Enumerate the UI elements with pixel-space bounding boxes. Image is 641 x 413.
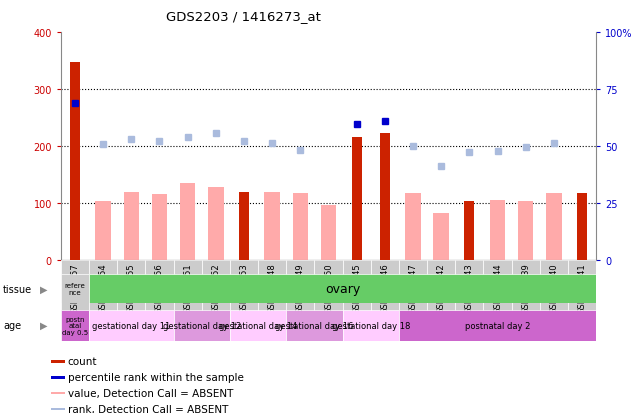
Bar <box>265 192 280 260</box>
Bar <box>465 202 474 260</box>
Bar <box>380 134 390 260</box>
Bar <box>370 260 399 316</box>
Bar <box>399 260 427 316</box>
Bar <box>208 188 224 260</box>
Text: GDS2203 / 1416273_at: GDS2203 / 1416273_at <box>166 10 321 23</box>
Text: GSM120848: GSM120848 <box>268 263 277 313</box>
Bar <box>117 260 146 316</box>
Text: GSM120847: GSM120847 <box>408 263 417 313</box>
Bar <box>568 260 596 316</box>
Bar <box>483 260 512 316</box>
Bar <box>174 310 230 341</box>
Bar <box>287 260 315 316</box>
Text: value, Detection Call = ABSENT: value, Detection Call = ABSENT <box>67 388 233 398</box>
Bar <box>540 260 568 316</box>
Text: count: count <box>67 356 97 366</box>
Text: GSM120849: GSM120849 <box>296 263 305 313</box>
Text: tissue: tissue <box>3 284 32 294</box>
Text: gestational day 14: gestational day 14 <box>219 321 297 330</box>
Text: GSM120839: GSM120839 <box>521 263 530 313</box>
Bar <box>577 193 587 260</box>
Text: GSM120851: GSM120851 <box>183 263 192 313</box>
Bar <box>427 260 455 316</box>
Bar <box>124 192 139 260</box>
Text: GSM120845: GSM120845 <box>352 263 361 313</box>
Bar <box>70 63 80 260</box>
Bar <box>96 202 111 260</box>
Bar <box>180 183 196 260</box>
Bar <box>512 260 540 316</box>
Bar <box>89 310 174 341</box>
Text: GSM120852: GSM120852 <box>212 263 221 313</box>
Bar <box>61 260 89 316</box>
Text: GSM120856: GSM120856 <box>155 263 164 313</box>
Bar <box>258 260 287 316</box>
Text: gestational day 12: gestational day 12 <box>163 321 241 330</box>
Text: postn
atal
day 0.5: postn atal day 0.5 <box>62 316 88 335</box>
Text: GSM120842: GSM120842 <box>437 263 445 313</box>
Bar <box>174 260 202 316</box>
Bar <box>320 205 337 260</box>
Bar <box>51 360 65 363</box>
Bar <box>292 193 308 260</box>
Bar <box>546 193 562 260</box>
Bar <box>490 201 505 260</box>
Text: GSM120844: GSM120844 <box>493 263 502 313</box>
Bar <box>51 392 65 394</box>
Bar <box>518 202 533 260</box>
Text: percentile rank within the sample: percentile rank within the sample <box>67 373 244 382</box>
Text: ▶: ▶ <box>40 284 47 294</box>
Bar <box>61 275 89 304</box>
Bar <box>433 214 449 260</box>
Bar <box>230 310 287 341</box>
Text: gestational day 16: gestational day 16 <box>275 321 354 330</box>
Text: GSM120855: GSM120855 <box>127 263 136 313</box>
Bar <box>352 138 362 260</box>
Bar <box>230 260 258 316</box>
Text: GSM120841: GSM120841 <box>578 263 587 313</box>
Text: ovary: ovary <box>325 282 360 296</box>
Bar <box>239 192 249 260</box>
Text: GSM120854: GSM120854 <box>99 263 108 313</box>
Text: GSM120843: GSM120843 <box>465 263 474 313</box>
Bar <box>202 260 230 316</box>
Bar <box>51 376 65 379</box>
Text: GSM120853: GSM120853 <box>240 263 249 313</box>
Text: refere
nce: refere nce <box>65 282 85 296</box>
Text: GSM120846: GSM120846 <box>380 263 389 313</box>
Text: GSM120857: GSM120857 <box>71 263 79 313</box>
Bar <box>51 408 65 411</box>
Text: GSM120840: GSM120840 <box>549 263 558 313</box>
Text: rank, Detection Call = ABSENT: rank, Detection Call = ABSENT <box>67 404 228 413</box>
Bar <box>315 260 342 316</box>
Bar <box>405 193 420 260</box>
Bar <box>399 310 596 341</box>
Bar <box>455 260 483 316</box>
Bar <box>152 195 167 260</box>
Bar <box>89 260 117 316</box>
Text: ▶: ▶ <box>40 320 47 330</box>
Bar <box>342 310 399 341</box>
Text: age: age <box>3 320 21 330</box>
Bar <box>61 310 89 341</box>
Bar <box>342 260 370 316</box>
Text: postnatal day 2: postnatal day 2 <box>465 321 530 330</box>
Text: gestational day 18: gestational day 18 <box>331 321 410 330</box>
Text: GSM120850: GSM120850 <box>324 263 333 313</box>
Bar <box>287 310 342 341</box>
Text: gestational day 11: gestational day 11 <box>92 321 171 330</box>
Bar <box>146 260 174 316</box>
